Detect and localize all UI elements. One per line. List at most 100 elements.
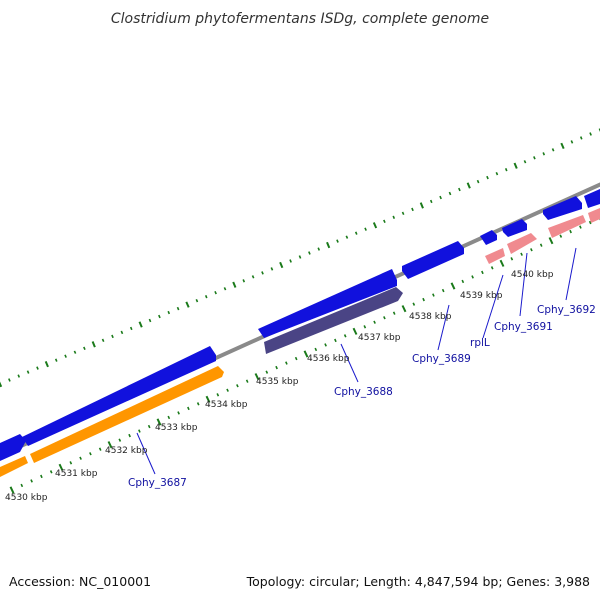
gene-arrow-cds-3688[interactable]: [258, 269, 397, 338]
tick-label-4537: 4537 kbp: [358, 333, 401, 343]
outer-tick: [8, 378, 11, 382]
inner-tick: [422, 297, 425, 302]
outer-tick: [111, 334, 114, 339]
gene-arrow-cds[interactable]: [0, 434, 26, 461]
callout-line-3692: [565, 247, 577, 301]
outer-tick: [570, 140, 574, 144]
outer-tick: [579, 136, 583, 140]
outer-tick: [91, 341, 96, 348]
outer-tick: [129, 326, 133, 331]
inner-tick: [58, 463, 64, 471]
gene-label-rplL[interactable]: rplL: [470, 337, 490, 349]
outer-tick: [364, 227, 367, 231]
inner-tick: [539, 243, 543, 247]
outer-tick: [336, 239, 339, 243]
outer-tick: [551, 148, 555, 152]
inner-tick: [481, 270, 484, 275]
outer-tick: [289, 259, 292, 263]
outer-tick: [36, 366, 39, 370]
outer-tick: [533, 156, 536, 160]
gene-arrow-orange[interactable]: [0, 456, 28, 477]
inner-tick: [520, 252, 523, 256]
gene-arrow-rna-3692[interactable]: [548, 215, 586, 238]
outer-tick: [261, 271, 264, 275]
outer-tick: [176, 306, 180, 311]
inner-tick: [559, 234, 563, 238]
outer-tick: [372, 222, 378, 229]
inner-tick: [196, 402, 200, 406]
gene-arrow-cds-3689[interactable]: [402, 241, 464, 279]
gene-arrow-purple-3688[interactable]: [264, 287, 403, 354]
gene-label-3688[interactable]: Cphy_3688: [334, 386, 393, 398]
gene-arrow-rna-3691[interactable]: [507, 233, 537, 254]
outer-tick: [411, 207, 414, 212]
outer-tick: [44, 361, 49, 368]
tick-label-4531: 4531 kbp: [55, 469, 98, 479]
outer-tick: [345, 235, 349, 239]
outer-tick: [383, 219, 386, 224]
outer-tick: [54, 358, 58, 362]
gene-arrow-rna[interactable]: [588, 208, 600, 223]
inner-tick: [588, 220, 592, 225]
outer-tick: [64, 354, 67, 358]
tick-label-4539: 4539 kbp: [460, 291, 503, 301]
gene-arrow-cds-3691[interactable]: [502, 219, 527, 237]
inner-tick: [314, 347, 318, 352]
inner-tick: [205, 395, 211, 403]
gene-arrow-cds-3692[interactable]: [543, 196, 582, 220]
outer-tick: [298, 255, 302, 259]
inner-tick: [548, 237, 554, 245]
outer-tick: [232, 281, 237, 288]
inner-tick: [441, 288, 445, 293]
position-labels: 4530 kbp 4531 kbp 4532 kbp 4533 kbp 4534…: [5, 270, 554, 503]
outer-tick: [167, 310, 171, 315]
inner-tick: [30, 479, 33, 483]
genome-summary: Topology: circular; Length: 4,847,594 bp…: [246, 574, 590, 589]
forward-strand-features: [0, 189, 600, 461]
outer-tick: [486, 175, 489, 180]
outer-tick: [401, 211, 405, 216]
callout-line-3687: [136, 432, 156, 475]
inner-tick: [138, 429, 141, 433]
gene-label-3691[interactable]: Cphy_3691: [494, 321, 553, 333]
gene-arrow-rna-rplL[interactable]: [485, 248, 505, 264]
inner-tick: [275, 365, 278, 370]
gene-arrow-orange-3687[interactable]: [30, 366, 224, 463]
gene-arrow-rplL-region[interactable]: [480, 230, 497, 245]
inner-tick: [510, 257, 514, 261]
inner-tick: [285, 361, 288, 365]
gene-label-3689[interactable]: Cphy_3689: [412, 353, 471, 365]
gene-label-3687[interactable]: Cphy_3687: [128, 477, 187, 489]
outer-tick: [138, 321, 143, 328]
outer-tick: [214, 290, 217, 295]
outer-tick: [158, 314, 161, 319]
inner-tick: [98, 447, 102, 451]
inner-tick: [265, 370, 269, 374]
outer-tick: [279, 261, 284, 269]
outer-tick: [439, 195, 442, 200]
inner-tick: [147, 424, 151, 429]
inner-tick: [128, 433, 131, 438]
outer-tick: [476, 179, 480, 184]
outer-tick: [392, 215, 396, 219]
inner-tick: [49, 470, 53, 474]
inner-tick: [40, 474, 43, 479]
gene-label-3692[interactable]: Cphy_3692: [537, 304, 596, 316]
gene-arrow-cds[interactable]: [584, 189, 600, 208]
inner-tick: [490, 266, 494, 270]
outer-tick: [26, 370, 30, 374]
inner-tick: [9, 486, 15, 494]
inner-tick: [569, 229, 572, 234]
outer-tick: [326, 241, 331, 249]
outer-tick: [560, 142, 565, 149]
gene-arrow-cds-3687[interactable]: [22, 346, 216, 446]
map-title: Clostridium phytofermentans ISDg, comple…: [111, 11, 489, 27]
inner-tick: [216, 393, 220, 397]
gene-callouts: Cphy_3687 Cphy_3688 Cphy_3689 rplL Cphy_…: [128, 247, 596, 489]
inner-tick: [373, 320, 376, 324]
tick-label-4530: 4530 kbp: [5, 493, 48, 503]
outer-tick: [419, 202, 424, 209]
outer-tick: [308, 251, 311, 255]
tick-label-4538: 4538 kbp: [409, 312, 452, 322]
